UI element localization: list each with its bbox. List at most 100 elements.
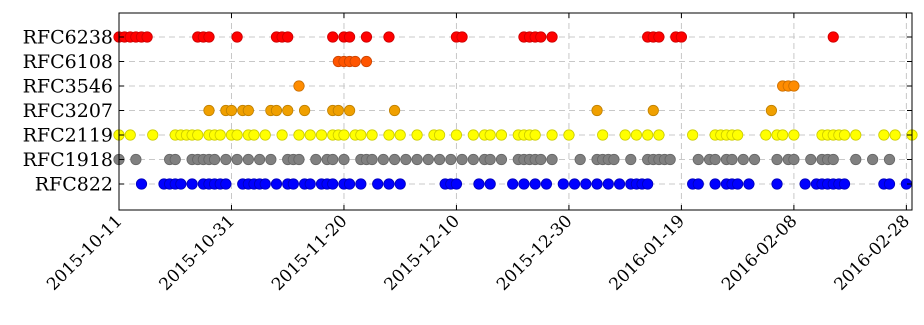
data-point — [692, 153, 704, 166]
data-point — [653, 31, 665, 43]
data-point — [709, 153, 721, 166]
data-point — [557, 178, 569, 190]
data-point — [788, 153, 800, 166]
data-point — [231, 153, 243, 166]
data-point — [175, 178, 187, 190]
data-point — [591, 178, 603, 190]
data-point — [360, 31, 373, 43]
data-point — [597, 129, 609, 141]
data-point — [192, 129, 204, 141]
data-point — [456, 153, 468, 166]
data-point — [838, 178, 851, 190]
data-point — [456, 31, 468, 43]
data-point — [518, 178, 530, 190]
data-point — [687, 129, 699, 141]
data-point — [203, 31, 215, 43]
data-point — [332, 104, 344, 117]
data-point — [732, 178, 744, 190]
y-tick-label: RFC1918 — [23, 149, 113, 171]
data-point — [799, 178, 811, 190]
data-point — [788, 80, 800, 92]
data-point — [304, 178, 316, 190]
data-point — [743, 178, 755, 190]
data-point — [664, 153, 676, 166]
data-point — [231, 129, 243, 141]
data-point — [388, 153, 401, 166]
data-point — [124, 129, 136, 141]
data-point — [878, 129, 890, 141]
data-point — [450, 129, 463, 141]
y-tick-label: RFC822 — [35, 174, 113, 196]
data-point — [214, 129, 226, 141]
x-tick-label: 2015-10-11 — [43, 211, 126, 294]
data-point — [327, 153, 339, 166]
data-point — [732, 129, 744, 141]
data-point — [546, 129, 558, 141]
data-point — [883, 153, 896, 166]
data-point — [248, 129, 260, 141]
data-point — [135, 178, 148, 190]
data-point — [270, 178, 283, 190]
data-point — [827, 31, 839, 43]
data-point — [147, 129, 159, 141]
data-point — [709, 178, 721, 190]
data-point — [765, 104, 778, 117]
data-point — [850, 129, 862, 141]
y-tick-label: RFC3546 — [23, 76, 113, 98]
y-tick-label: RFC3207 — [23, 100, 113, 122]
data-point — [355, 178, 367, 190]
data-point — [760, 129, 772, 141]
data-point — [838, 129, 851, 141]
data-point — [343, 104, 356, 117]
x-tick-label: 2016-01-19 — [605, 211, 688, 294]
data-point — [805, 153, 817, 166]
points-layer — [113, 31, 918, 190]
x-tick-label: 2015-12-10 — [381, 211, 464, 294]
data-point — [467, 129, 479, 141]
data-point — [411, 153, 423, 166]
data-point — [883, 178, 896, 190]
data-point — [529, 129, 541, 141]
data-point — [535, 31, 547, 43]
data-point — [315, 129, 328, 141]
data-point — [282, 104, 294, 117]
data-point — [771, 153, 783, 166]
data-point — [169, 153, 181, 166]
data-point — [737, 153, 749, 166]
data-point — [372, 178, 384, 190]
data-point — [343, 31, 356, 43]
data-point — [602, 178, 614, 190]
data-point — [748, 153, 761, 166]
data-point — [394, 129, 406, 141]
data-point — [422, 153, 434, 166]
data-point — [220, 178, 232, 190]
data-point — [788, 129, 800, 141]
data-point — [619, 129, 631, 141]
data-point — [270, 104, 283, 117]
data-point — [355, 129, 367, 141]
data-point — [293, 153, 305, 166]
data-point — [625, 153, 637, 166]
data-point — [495, 129, 508, 141]
data-point — [580, 178, 592, 190]
data-point — [591, 104, 603, 117]
x-tick-label: 2015-10-31 — [156, 211, 239, 294]
data-point — [433, 153, 446, 166]
data-point — [293, 80, 305, 92]
data-point — [867, 153, 879, 166]
data-point — [653, 129, 665, 141]
data-point — [186, 178, 198, 190]
data-point — [608, 153, 620, 166]
data-point — [467, 153, 479, 166]
data-point — [642, 129, 654, 141]
data-point — [771, 178, 783, 190]
data-point — [343, 178, 356, 190]
data-point — [293, 129, 305, 141]
x-tick-label: 2015-11-20 — [268, 211, 351, 294]
data-point — [209, 153, 221, 166]
data-point — [507, 178, 519, 190]
data-point — [574, 153, 586, 166]
data-point — [889, 129, 901, 141]
data-point — [484, 153, 496, 166]
